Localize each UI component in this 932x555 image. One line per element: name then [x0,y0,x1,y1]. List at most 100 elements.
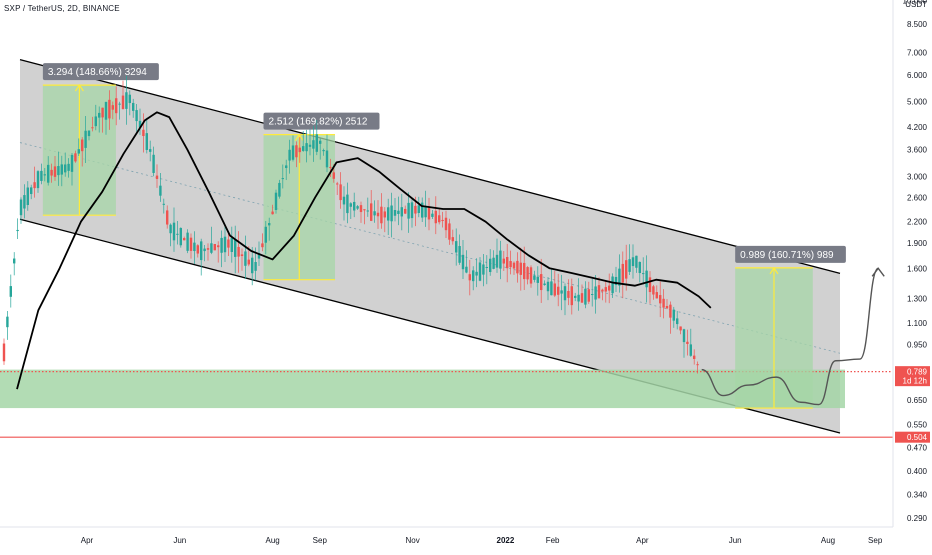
time-tick-label: Sep [868,536,883,545]
candle [220,237,223,253]
candle [36,171,40,189]
candle [387,207,390,221]
candle [584,288,587,305]
candle [101,107,104,118]
candle [40,170,43,181]
candle [98,112,101,118]
candle [315,134,318,152]
candle [50,169,53,176]
candle [268,223,271,226]
candle [540,274,543,291]
candle [353,201,356,211]
candle [213,243,216,251]
moving-average-line[interactable] [16,111,712,390]
candle [618,268,621,286]
candle [455,241,458,253]
candle [570,286,573,306]
candle [138,120,142,128]
candle [166,210,169,225]
candle [264,226,267,243]
candle [332,172,335,179]
candle [9,286,12,297]
candle [115,98,118,114]
candle [142,129,145,137]
candle [404,208,407,214]
candle [203,248,206,252]
candle [604,287,607,292]
candle [128,94,131,104]
candle [400,207,403,217]
candle [628,259,631,272]
candle [536,276,539,283]
candle [427,207,431,220]
price-label-2: 0.504 [907,433,928,442]
price-tick-label: 7.000 [907,48,928,57]
candle [305,143,308,152]
candle [638,261,641,274]
candle [676,318,679,325]
candle [251,257,254,274]
candle [655,292,658,299]
candle [87,130,91,137]
candle [84,130,87,148]
price-tick-label: 6.000 [907,71,928,80]
candle [91,127,94,129]
candle [543,283,546,286]
candle [254,262,257,271]
candle [169,224,172,234]
price-tick-label: 1.100 [907,319,928,328]
candle [135,110,138,122]
candle [278,182,281,197]
candle [669,304,672,318]
price-axis-bg [893,0,932,550]
candle [414,205,417,214]
candle [57,166,60,176]
candle [465,266,468,273]
candle [261,243,264,248]
candle [648,277,652,293]
candle [546,281,550,292]
price-tick-label: 5.000 [907,98,928,107]
candle [2,343,6,362]
price-tick-label: 0.400 [907,467,928,476]
candle [679,326,682,331]
candle [376,212,380,217]
candle [393,210,397,216]
candle [206,248,210,250]
candle [302,146,305,151]
measurement-label-1: 3.294 (148.66%) 3294 [48,67,147,78]
candle [421,202,424,218]
projection-path[interactable] [701,267,879,406]
candle [196,245,199,254]
candle [434,210,437,224]
candle [152,154,155,173]
candle [601,289,604,292]
candle [23,195,26,209]
channel-upper-line[interactable] [19,59,841,274]
candle [230,237,233,252]
candle [516,260,519,274]
candle [594,286,597,300]
price-tick-label: 0.290 [907,514,928,523]
channel-fill [20,59,840,434]
candle [424,206,427,218]
candle [659,295,662,304]
candle [274,192,278,210]
candle [614,276,618,286]
candle [149,149,152,152]
candle [94,116,97,127]
candle [53,166,57,177]
candle [237,246,240,257]
candle [587,289,590,302]
candle [519,262,522,275]
candle [682,329,686,343]
candle [506,257,509,269]
measurement-label-bg-1 [42,63,159,81]
candle [74,153,77,162]
candle [635,255,638,268]
candle [342,196,346,205]
candle [502,258,505,264]
candle [257,253,261,259]
